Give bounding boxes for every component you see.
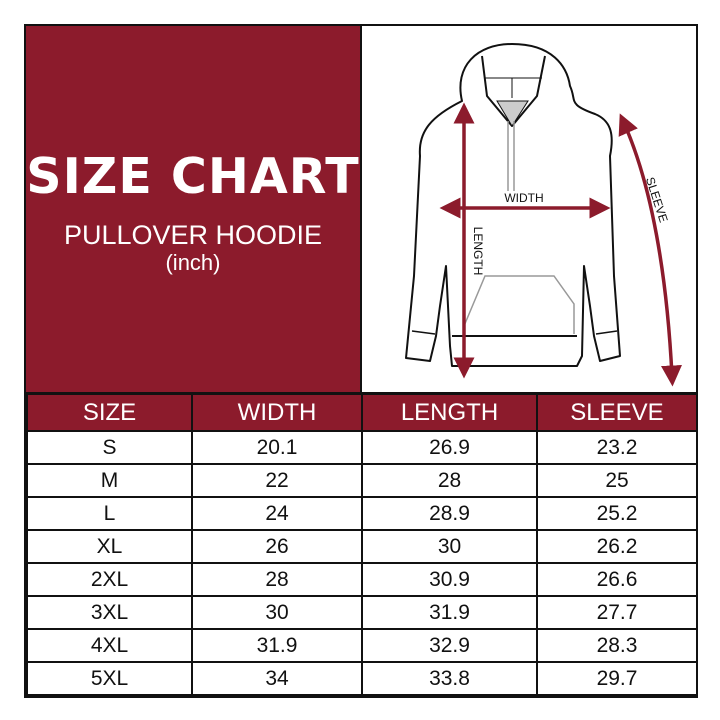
hoodie-illustration-icon: WIDTH LENGTH SLEEVE [405, 43, 682, 387]
cell-width: 22 [191, 463, 363, 498]
product-name: PULLOVER HOODIE [63, 220, 323, 250]
cell-width: 30 [191, 595, 363, 630]
cell-length: 33.8 [361, 661, 538, 696]
column-header-size: SIZE [26, 392, 193, 432]
cell-sleeve: 23.2 [536, 430, 698, 465]
size-chart: SIZE CHART PULLOVER HOODIE (inch) [24, 24, 698, 698]
cell-width: 31.9 [191, 628, 363, 663]
column-header-width: WIDTH [191, 392, 363, 432]
cell-length: 28 [361, 463, 538, 498]
cell-size: 5XL [26, 661, 193, 696]
table-row: XL 26 30 26.2 [26, 529, 698, 564]
cell-sleeve: 25.2 [536, 496, 698, 531]
cell-width: 26 [191, 529, 363, 564]
table-row: S 20.1 26.9 23.2 [26, 430, 698, 465]
page-title: SIZE CHART [26, 148, 360, 205]
cell-sleeve: 26.2 [536, 529, 698, 564]
cell-length: 31.9 [361, 595, 538, 630]
cell-size: S [26, 430, 193, 465]
hoodie-diagram: WIDTH LENGTH SLEEVE [362, 26, 696, 392]
sleeve-label: SLEEVE [643, 175, 671, 224]
cell-sleeve: 29.7 [536, 661, 698, 696]
cell-size: 4XL [26, 628, 193, 663]
cell-length: 30 [361, 529, 538, 564]
cell-length: 32.9 [361, 628, 538, 663]
column-header-length: LENGTH [361, 392, 538, 432]
length-label: LENGTH [471, 227, 485, 276]
table-row: 4XL 31.9 32.9 28.3 [26, 628, 698, 663]
cell-sleeve: 28.3 [536, 628, 698, 663]
table-row: M 22 28 25 [26, 463, 698, 498]
cell-size: XL [26, 529, 193, 564]
cell-length: 30.9 [361, 562, 538, 597]
cell-sleeve: 25 [536, 463, 698, 498]
cell-sleeve: 26.6 [536, 562, 698, 597]
table-header-row: SIZE WIDTH LENGTH SLEEVE [26, 392, 698, 432]
table-row: 2XL 28 30.9 26.6 [26, 562, 698, 597]
table-row: 5XL 34 33.8 29.7 [26, 661, 698, 696]
cell-size: 2XL [26, 562, 193, 597]
table-row: L 24 28.9 25.2 [26, 496, 698, 531]
cell-size: 3XL [26, 595, 193, 630]
cell-length: 26.9 [361, 430, 538, 465]
cell-sleeve: 27.7 [536, 595, 698, 630]
column-header-sleeve: SLEEVE [536, 392, 698, 432]
cell-size: L [26, 496, 193, 531]
cell-length: 28.9 [361, 496, 538, 531]
unit-label: (inch) [165, 250, 221, 275]
cell-width: 24 [191, 496, 363, 531]
title-panel: SIZE CHART PULLOVER HOODIE (inch) [26, 26, 362, 392]
cell-width: 20.1 [191, 430, 363, 465]
width-label: WIDTH [504, 191, 543, 205]
cell-size: M [26, 463, 193, 498]
cell-width: 28 [191, 562, 363, 597]
cell-width: 34 [191, 661, 363, 696]
table-row: 3XL 30 31.9 27.7 [26, 595, 698, 630]
size-table: SIZE WIDTH LENGTH SLEEVE S 20.1 26.9 23.2 M 2… [26, 392, 698, 696]
